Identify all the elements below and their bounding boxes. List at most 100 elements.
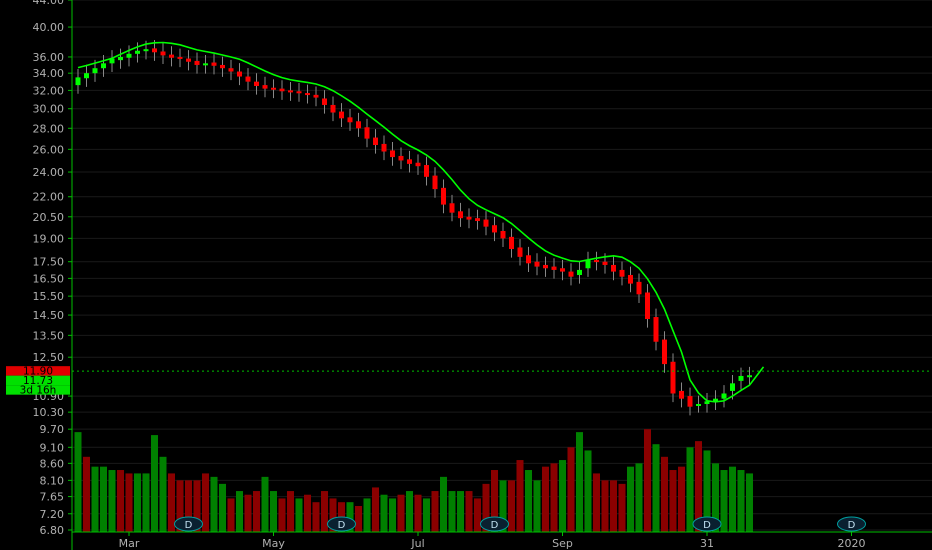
price-tag-box: [6, 366, 70, 376]
volume-bar: [525, 470, 532, 532]
volume-bar: [193, 480, 201, 532]
dividend-marker: [837, 516, 866, 532]
candle-body: [296, 91, 302, 94]
volume-bar: [669, 470, 677, 532]
volume-bar: [695, 441, 702, 532]
volume-bar: [253, 491, 260, 532]
candle-body: [619, 269, 625, 277]
volume-bar: [295, 498, 303, 532]
volume-bar: [380, 494, 388, 532]
volume-bar: [601, 480, 609, 532]
price-tag-label: 11.90: [23, 366, 53, 378]
price-tag-box: [6, 375, 70, 386]
volume-bar: [482, 483, 490, 532]
moving-average-line: [77, 41, 765, 403]
candle-body: [228, 68, 234, 72]
volume-bar: [678, 466, 685, 532]
y-tick-label: 14.50: [33, 309, 65, 322]
candle-body: [636, 281, 642, 295]
volume-bar: [125, 473, 133, 532]
candle-body: [271, 87, 276, 90]
y-tick-label: 7.20: [40, 508, 65, 521]
volume-bar: [372, 487, 379, 532]
volume-bar: [686, 447, 694, 532]
volume-bar: [91, 466, 99, 532]
volume-bar: [168, 473, 175, 532]
volume-bar: [202, 473, 209, 532]
y-tick-label: 6.80: [40, 524, 65, 537]
volume-bar: [644, 429, 651, 532]
x-tick-label: Mar: [119, 537, 140, 550]
volume-bar: [567, 447, 575, 532]
candle-body: [194, 60, 200, 65]
candle-body: [534, 261, 540, 267]
volume-bar: [457, 491, 464, 532]
volume-bar: [423, 498, 430, 532]
volume-bar: [304, 494, 311, 532]
volume-bar: [244, 494, 252, 532]
candle-body: [305, 93, 310, 96]
volume-bar: [261, 476, 269, 532]
volume-bar: [321, 491, 328, 532]
candle-body: [135, 50, 140, 54]
volume-bar: [219, 483, 226, 532]
candle-body: [220, 64, 225, 69]
candle-body: [381, 143, 387, 152]
dividend-marker-label: D: [338, 520, 346, 531]
candle-body: [288, 90, 293, 93]
candle-body: [415, 162, 421, 167]
volume-bar: [270, 491, 277, 532]
y-tick-label: 26.00: [33, 143, 65, 156]
candle-body: [526, 255, 531, 264]
dividend-marker-label: D: [185, 520, 193, 531]
candle-body: [738, 375, 744, 381]
candle-body: [339, 111, 344, 119]
candle-body: [432, 175, 438, 190]
y-tick-label: 8.10: [40, 474, 65, 487]
volume-bars: [74, 429, 753, 532]
candle-body: [679, 390, 684, 399]
volume-bar: [236, 491, 243, 532]
dividend-marker-label: D: [703, 520, 711, 531]
volume-bar: [431, 491, 439, 532]
candle-body: [84, 73, 89, 79]
dividend-marker: [174, 516, 203, 532]
y-tick-label: 15.50: [33, 290, 65, 303]
volume-bar: [737, 470, 745, 532]
candle-body: [203, 63, 208, 66]
volume-bar: [406, 491, 413, 532]
candle-body: [645, 292, 650, 320]
candle-body: [713, 398, 718, 402]
candle-body: [364, 127, 370, 139]
y-tick-label: 32.00: [33, 84, 65, 97]
candle-body: [279, 88, 285, 92]
candle-body: [347, 117, 353, 123]
candle-body: [186, 58, 191, 62]
volume-bar: [142, 473, 150, 532]
y-tick-label: 8.60: [40, 457, 65, 470]
y-tick-label: 13.50: [33, 329, 65, 342]
volume-bar: [448, 491, 456, 532]
x-tick-label: Jul: [410, 537, 424, 550]
candle-body: [551, 266, 557, 270]
candle-body: [262, 85, 268, 89]
candle-body: [730, 383, 735, 391]
volume-bar: [278, 498, 286, 532]
candle-body: [245, 76, 251, 82]
y-tick-label: 9.10: [40, 441, 65, 454]
candle-body: [585, 260, 591, 269]
y-tick-label: 20.50: [33, 211, 65, 224]
candle-body: [466, 216, 472, 220]
candle-body: [441, 187, 446, 205]
candle-body: [356, 121, 361, 129]
y-tick-label: 30.00: [33, 103, 65, 116]
dividend-marker-label: D: [491, 520, 499, 531]
volume-bar: [729, 466, 736, 532]
candle-body: [543, 264, 548, 269]
volume-bar: [210, 476, 218, 532]
y-tick-label: 34.00: [33, 67, 65, 80]
candle-body: [577, 269, 582, 275]
y-tick-label: 44.00: [33, 0, 65, 7]
volume-bar: [491, 470, 498, 532]
